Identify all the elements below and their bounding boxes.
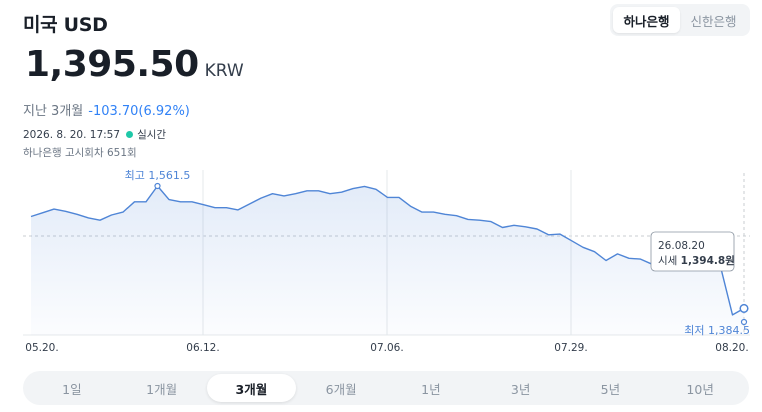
- current-point-marker: [739, 303, 749, 313]
- x-tick-label: 08.20.: [715, 342, 748, 354]
- exchange-rate-chart[interactable]: 05.20. 06.12. 07.06. 07.29. 08.20. 최고 1,561.…: [0, 165, 762, 360]
- current-price: 1,395.50 KRW: [25, 44, 244, 85]
- tooltip-label: 시세: [658, 255, 677, 267]
- x-tick-label: 06.12.: [186, 342, 219, 354]
- notice-round: 하나은행 고시회차 651회: [23, 147, 137, 159]
- live-dot-icon: [126, 131, 134, 138]
- bank-selector: 하나은행 신한은행: [610, 4, 750, 36]
- period-5y[interactable]: 5년: [600, 381, 621, 397]
- chart-area: [31, 186, 744, 335]
- live-label: 실시간: [137, 129, 167, 141]
- period-3y[interactable]: 3년: [510, 381, 531, 397]
- period-selector: 1일 1개월 3개월 6개월 1년 3년 5년 10년: [23, 371, 749, 405]
- svg-text:시세 1,394.8원: 시세 1,394.8원: [658, 254, 735, 267]
- high-label: 최고 1,561.5: [125, 169, 191, 182]
- chart-tooltip: 26.08.20 시세 1,394.8원: [650, 231, 735, 272]
- period-1y[interactable]: 1년: [421, 381, 441, 397]
- period-1m[interactable]: 1개월: [146, 381, 178, 397]
- low-point-marker: [740, 318, 748, 326]
- change-value: -103.70(6.92%): [88, 104, 190, 119]
- change-period-label: 지난 3개월: [23, 104, 84, 119]
- low-label: 최저 1,384.5: [684, 324, 750, 337]
- timestamp: 2026. 8. 20. 17:57: [23, 128, 121, 141]
- x-tick-label: 07.06.: [370, 342, 403, 354]
- period-1d[interactable]: 1일: [62, 381, 82, 397]
- tooltip-value: 1,394.8원: [681, 254, 735, 267]
- price-value: 1,395.50: [25, 44, 199, 85]
- x-tick-label: 05.20.: [25, 342, 58, 354]
- bank-tab-hana[interactable]: 하나은행: [613, 7, 680, 33]
- tooltip-date: 26.08.20: [658, 240, 705, 252]
- bank-tab-shinhan[interactable]: 신한은행: [690, 13, 737, 29]
- chart-line: [30, 185, 745, 316]
- x-tick-label: 07.29.: [554, 342, 587, 354]
- high-point-marker: [154, 182, 161, 190]
- period-6m[interactable]: 6개월: [325, 381, 357, 397]
- period-3m[interactable]: 3개월: [206, 374, 297, 402]
- price-unit: KRW: [204, 61, 244, 81]
- currency-title: 미국 USD: [23, 14, 108, 36]
- period-10y[interactable]: 10년: [686, 381, 714, 397]
- timestamp-row: 2026. 8. 20. 17:57 실시간: [23, 127, 166, 142]
- price-change: 지난 3개월 -103.70(6.92%): [23, 100, 190, 119]
